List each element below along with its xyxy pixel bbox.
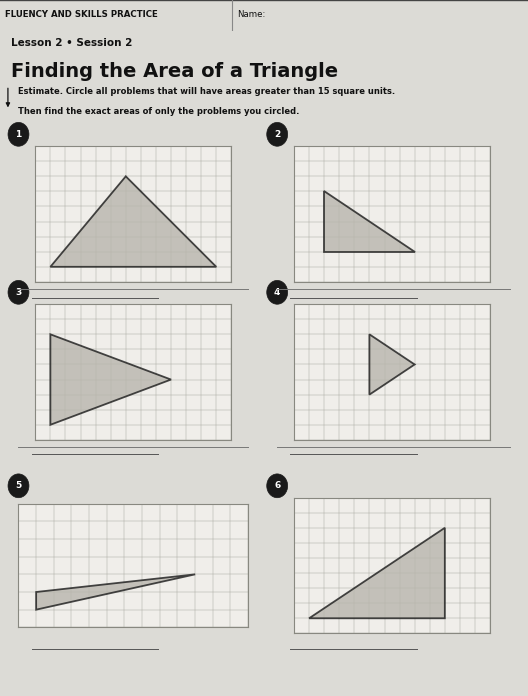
Circle shape — [267, 280, 288, 304]
Circle shape — [8, 122, 29, 146]
Text: 4: 4 — [274, 288, 280, 296]
Text: Finding the Area of a Triangle: Finding the Area of a Triangle — [11, 62, 338, 81]
Circle shape — [267, 122, 288, 146]
Polygon shape — [50, 176, 216, 267]
Text: 5: 5 — [15, 482, 22, 490]
Text: 1: 1 — [15, 130, 22, 139]
Text: 3: 3 — [15, 288, 22, 296]
Polygon shape — [36, 574, 195, 610]
Text: Lesson 2 • Session 2: Lesson 2 • Session 2 — [11, 38, 132, 49]
Text: 6: 6 — [274, 482, 280, 490]
Polygon shape — [324, 191, 414, 252]
Circle shape — [267, 474, 288, 498]
Circle shape — [8, 280, 29, 304]
Text: Estimate. Circle all problems that will have areas greater than 15 square units.: Estimate. Circle all problems that will … — [18, 88, 395, 97]
Text: Then find the exact areas of only the problems you circled.: Then find the exact areas of only the pr… — [18, 106, 300, 116]
Text: Name:: Name: — [238, 10, 266, 19]
Text: FLUENCY AND SKILLS PRACTICE: FLUENCY AND SKILLS PRACTICE — [5, 10, 158, 19]
Polygon shape — [309, 528, 445, 618]
Polygon shape — [370, 334, 414, 395]
Text: 2: 2 — [274, 130, 280, 139]
Polygon shape — [50, 334, 171, 425]
Circle shape — [8, 474, 29, 498]
